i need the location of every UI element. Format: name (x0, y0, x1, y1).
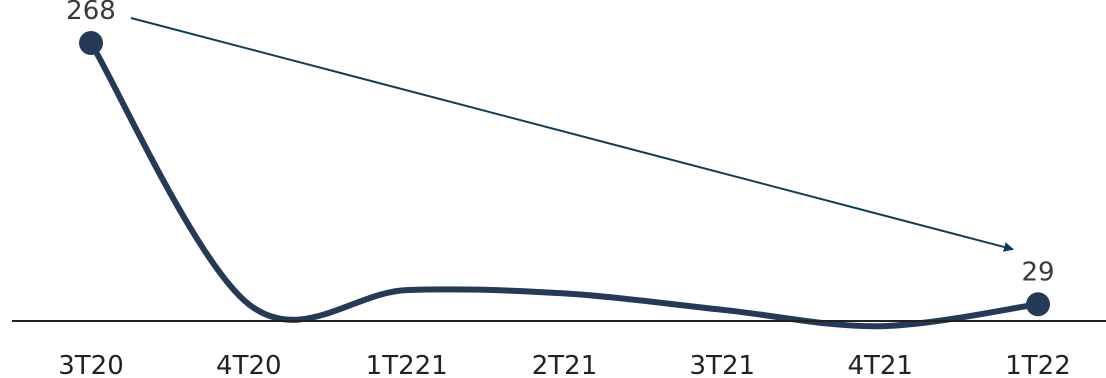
x-tick-label: 3T20 (58, 351, 124, 378)
x-tick-label: 1T221 (366, 351, 448, 378)
x-tick-label: 2T21 (532, 351, 598, 378)
data-label: 268 (66, 0, 116, 26)
x-tick-label: 3T21 (690, 351, 756, 378)
data-point-marker (1026, 292, 1050, 317)
series-line (88, 40, 1041, 330)
trend-arrow (130, 17, 1014, 252)
x-tick-label: 4T20 (216, 351, 282, 378)
data-point-marker (79, 31, 103, 55)
x-tick-label: 4T21 (847, 351, 913, 378)
data-label: 29 (1021, 257, 1054, 287)
x-tick-label: 1T22 (1005, 351, 1071, 378)
